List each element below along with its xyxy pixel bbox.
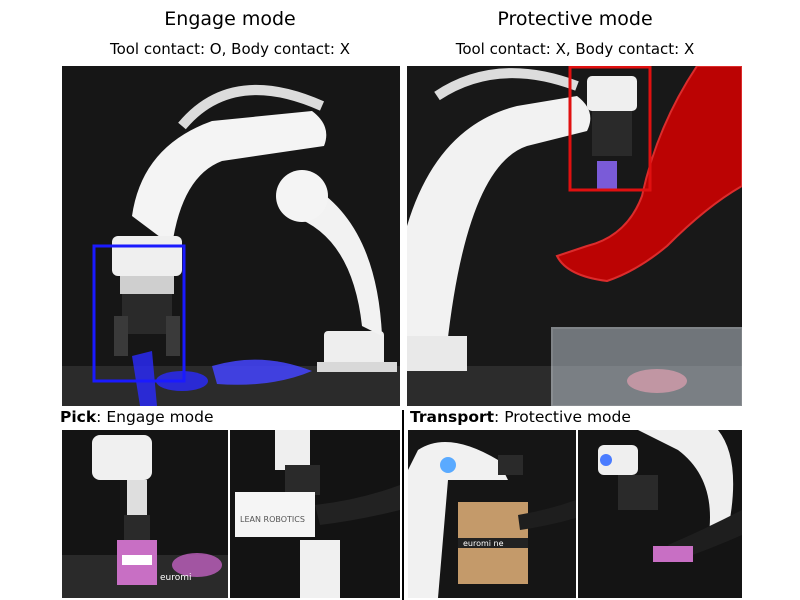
pick-photo-2: LEAN ROBOTICS: [230, 430, 400, 598]
protective-mode-photo: [407, 66, 742, 406]
engage-mode-photo: [62, 66, 400, 406]
protective-mode-title: Protective mode: [497, 8, 653, 30]
pick-photo-1: euromi: [62, 430, 228, 598]
engage-mode-subtitle: Tool contact: O, Body contact: X: [109, 40, 351, 58]
protective-mode-subtitle: Tool contact: X, Body contact: X: [455, 40, 695, 58]
pick-caption: Pick: Engage mode: [60, 408, 214, 426]
neuromeka-box-label: euromi ne: [463, 539, 504, 548]
pick-caption-bold: Pick: [60, 408, 97, 426]
transport-caption: Transport: Protective mode: [410, 408, 631, 426]
neuromeka-label-top: euromi: [160, 573, 192, 583]
transport-photo-1: euromi ne: [408, 430, 576, 598]
transport-photo-2: [578, 430, 742, 598]
column-divider: [402, 410, 404, 600]
transport-caption-bold: Transport: [410, 408, 495, 426]
pick-caption-rest: : Engage mode: [96, 408, 214, 426]
engage-mode-title: Engage mode: [164, 8, 296, 30]
lean-robotics-label: LEAN ROBOTICS: [240, 515, 305, 524]
transport-caption-rest: : Protective mode: [494, 408, 631, 426]
